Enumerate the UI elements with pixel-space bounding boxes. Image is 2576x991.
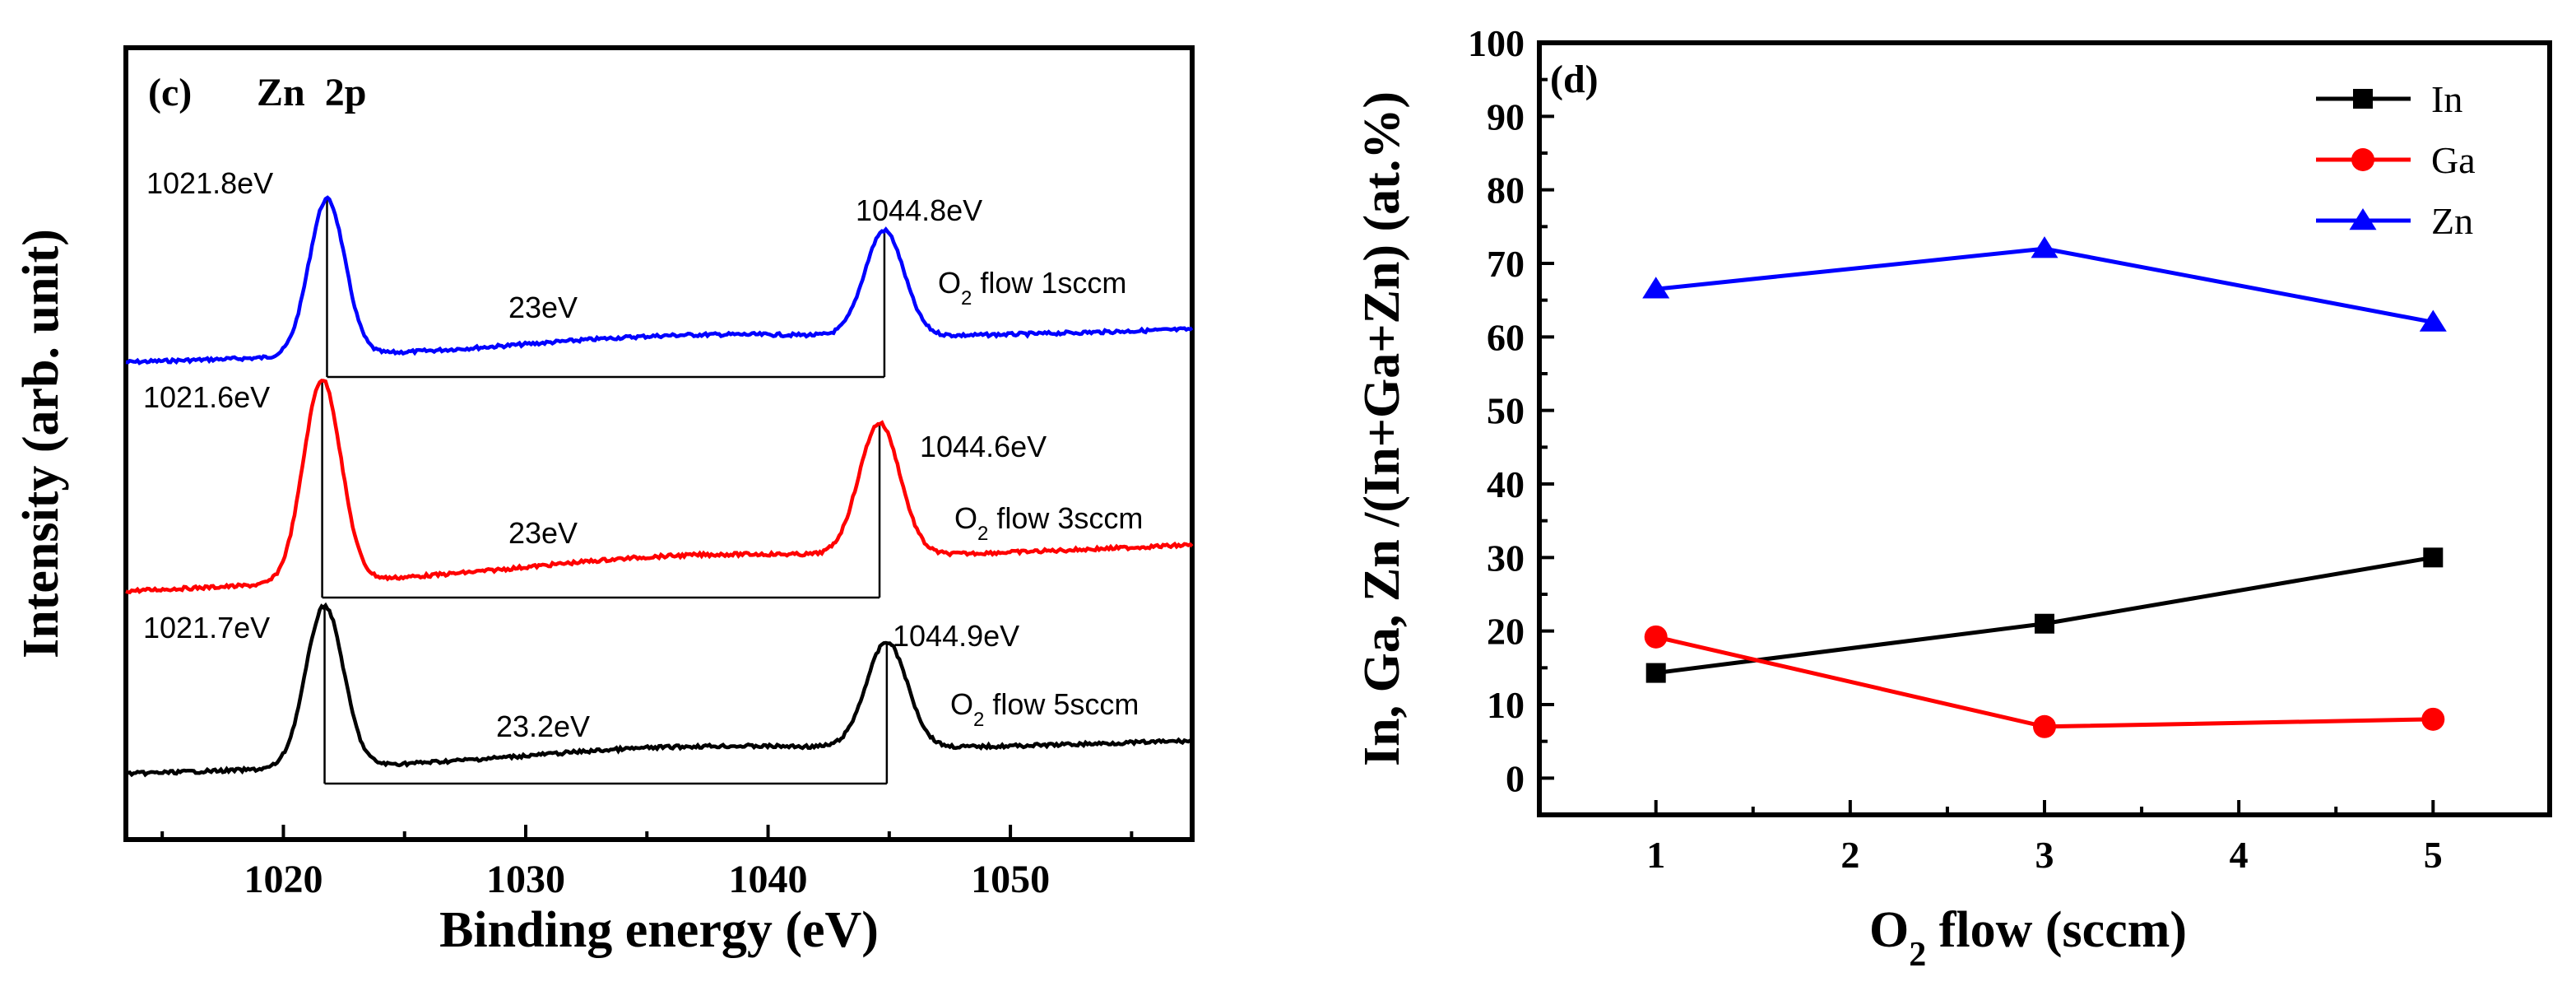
panel-c-peak-label: 1044.8eV [856,193,982,227]
panel-d-x-axis-label-rest: flow (sccm) [1926,902,2187,958]
panel-c-spectrum-3 [125,602,1193,778]
panel-d-y-tick-label: 90 [1487,95,1525,137]
panel-d-point-ga [2033,714,2056,738]
panel-c-series-label-rest: flow 3sccm [988,501,1143,535]
panel-c-title: Zn 2p [257,71,366,114]
panel-c-separation-label: 23.2eV [496,710,590,743]
panel-c-peak-label: 1021.8eV [146,166,273,200]
panel-c-x-tick-label: 1030 [486,858,565,901]
panel-d-x-tick-label: 3 [2035,834,2054,876]
panel-c-series-label-main: O [954,501,977,535]
panel-c-label: (c) [148,71,192,114]
panel-d-y-tick-label: 10 [1487,684,1525,726]
panel-d-y-tick-labels: 0 10 20 30 40 50 60 70 80 90 100 [1468,22,1525,799]
panel-c-peak-label: 1044.6eV [920,430,1047,463]
panel-d-point-ga [2421,707,2445,731]
panel-d-x-tick-label: 2 [1840,834,1859,876]
panel-d-point-zn [1642,277,1670,299]
panel-d-legend-marker [2349,208,2377,230]
panel-c-series-label-sub: 2 [973,709,984,731]
panel-d-x-tick-label: 1 [1646,834,1665,876]
panel-d-y-tick-label: 0 [1506,757,1525,799]
panel-d-series-line-ga [1655,635,2434,729]
panel-c-series-label-rest: flow 1sccm [972,266,1126,300]
panel-c-peak-label: 1021.7eV [143,611,270,644]
panel-d-x-tick-label: 5 [2424,834,2443,876]
panel-d-y-axis-label: In, Ga, Zn /(In+Ga+Zn) (at.%) [1354,91,1410,766]
panel-c-spectrum-1 [125,195,1194,365]
panel-c-separation-label: 23eV [508,516,578,550]
panel-d-legend-label: Ga [2431,139,2476,181]
panel-d-y-tick-label: 60 [1487,316,1525,358]
panel-c-series-label: O2 flow 5sccm [950,687,1139,731]
panel-d-y-tick-label: 20 [1487,611,1525,653]
panel-d-x-tick-label: 4 [2230,834,2249,876]
panel-d-legend-label: Zn [2431,200,2473,242]
panel-c-peak-label: 1021.6eV [143,380,270,414]
panel-d-y-tick-label: 30 [1487,537,1525,579]
panel-d-series-line-zn [1655,246,2434,324]
panel-d-y-ticks [1539,41,1554,780]
panel-c-series-label: O2 flow 3sccm [954,501,1143,545]
panel-c-guide-lines [321,199,889,785]
panel-d-y-tick-label: 70 [1487,243,1525,285]
panel-c-separation-label: 23eV [508,291,578,324]
panel-c-y-axis-label: Intensity (arb. unit) [13,229,69,658]
panel-c-series-label-sub: 2 [961,287,972,309]
panel-c-series-label-sub: 2 [977,523,988,545]
panel-d-y-tick-label: 100 [1468,22,1525,64]
panel-d-x-tick-labels: 1 2 3 4 5 [1646,834,2443,876]
panel-d-legend-marker [2351,148,2374,171]
panel-c-spectra [125,195,1194,778]
panel-d-legend-marker [2353,89,2373,109]
panel-d-legend-label: In [2431,78,2462,120]
panel-c-series-label-main: O [938,266,961,300]
panel-d-label: (d) [1550,58,1599,101]
panel-c-x-tick-label: 1040 [729,858,808,901]
panel-d-x-axis-label-main: O [1869,902,1909,958]
panel-c-series-label-main: O [950,687,973,721]
panel-d-point-ga [1644,625,1668,649]
panel-d-point-zn [2031,236,2058,258]
panel-d-y-tick-label: 40 [1487,463,1525,505]
panel-d-series [1642,236,2447,738]
panel-c-x-tick-labels: 1020 1030 1040 1050 [244,858,1050,901]
panel-d-point-in [1645,663,1666,683]
panel-d-point-in [2423,547,2444,568]
panel-c-series-label-rest: flow 5sccm [984,687,1139,721]
panel-c-x-tick-label: 1050 [971,858,1050,901]
panel-c-x-axis-label: Binding energy (eV) [439,902,879,958]
panel-d-x-ticks [1654,800,2435,815]
panel-c-x-tick-label: 1020 [244,858,323,901]
panel-d-x-axis-label-sub: 2 [1909,936,1926,974]
panel-c-plot-frame [123,45,1195,842]
panel-d-y-tick-label: 50 [1487,390,1525,432]
panel-c-series-label: O2 flow 1sccm [938,266,1126,309]
panel-d-point-zn [2419,309,2447,332]
panel-c-x-ticks [160,825,1134,840]
panel-d-x-axis-label: O2 flow (sccm) [1869,902,2187,974]
panel-c-peak-label: 1044.9eV [893,619,1019,653]
panel-d-point-in [2035,613,2054,634]
panel-d-legend: In Ga Zn [2316,78,2476,242]
panel-d-y-tick-label: 80 [1487,170,1525,212]
panel-c-spectrum-2 [125,379,1194,594]
panel-c-xps-spectra: 1020 1030 1040 1050 1021.8eV 1044.8eV 23eV O2 … [13,45,1195,958]
